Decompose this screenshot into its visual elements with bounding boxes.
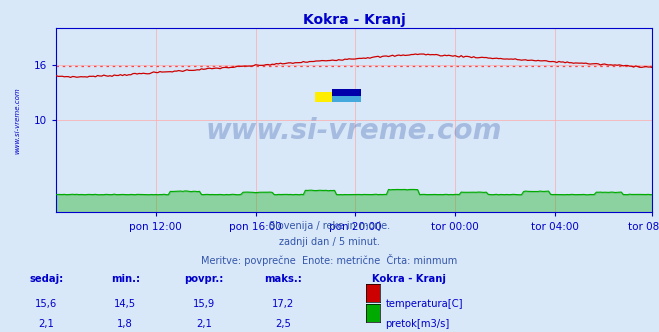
Text: 17,2: 17,2 xyxy=(272,299,295,309)
Text: 2,1: 2,1 xyxy=(38,319,54,329)
Text: www.si-vreme.com: www.si-vreme.com xyxy=(14,87,20,154)
Text: 15,6: 15,6 xyxy=(35,299,57,309)
Text: 14,5: 14,5 xyxy=(114,299,136,309)
Text: 2,5: 2,5 xyxy=(275,319,291,329)
Text: Meritve: povprečne  Enote: metrične  Črta: minmum: Meritve: povprečne Enote: metrične Črta:… xyxy=(202,254,457,266)
Text: www.si-vreme.com: www.si-vreme.com xyxy=(206,118,502,145)
Bar xyxy=(332,89,361,96)
Text: temperatura[C]: temperatura[C] xyxy=(386,299,463,309)
Title: Kokra - Kranj: Kokra - Kranj xyxy=(303,13,405,27)
Text: zadnji dan / 5 minut.: zadnji dan / 5 minut. xyxy=(279,237,380,247)
Text: maks.:: maks.: xyxy=(264,274,302,284)
Text: Slovenija / reke in morje.: Slovenija / reke in morje. xyxy=(269,221,390,231)
Text: sedaj:: sedaj: xyxy=(29,274,63,284)
Text: 15,9: 15,9 xyxy=(193,299,215,309)
Text: povpr.:: povpr.: xyxy=(185,274,224,284)
Text: 1,8: 1,8 xyxy=(117,319,133,329)
Text: 2,1: 2,1 xyxy=(196,319,212,329)
Bar xyxy=(316,92,345,102)
Bar xyxy=(332,92,361,102)
Text: min.:: min.: xyxy=(111,274,140,284)
Text: pretok[m3/s]: pretok[m3/s] xyxy=(386,319,449,329)
Text: Kokra - Kranj: Kokra - Kranj xyxy=(372,274,446,284)
